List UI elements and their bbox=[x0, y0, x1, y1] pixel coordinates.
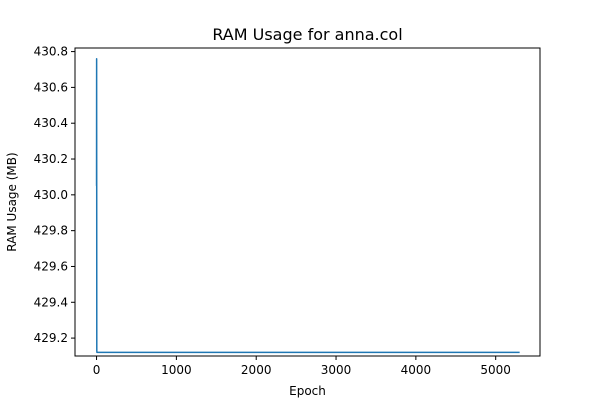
x-tick-label: 1000 bbox=[161, 363, 192, 377]
y-tick-label: 430.8 bbox=[34, 45, 68, 59]
plot-area bbox=[74, 47, 541, 357]
x-tick-label: 3000 bbox=[321, 363, 352, 377]
x-axis-ticks: 0 1000 2000 3000 4000 5000 bbox=[93, 356, 511, 377]
y-tick-label: 429.6 bbox=[34, 259, 68, 273]
y-tick-label: 430.6 bbox=[34, 80, 68, 94]
chart-title: RAM Usage for anna.col bbox=[212, 25, 402, 44]
x-tick-label: 4000 bbox=[401, 363, 432, 377]
series-line-0 bbox=[95, 57, 520, 354]
plot-frame bbox=[74, 47, 541, 357]
x-axis-label: Epoch bbox=[289, 384, 326, 398]
x-tick-label: 0 bbox=[93, 363, 101, 377]
y-tick-label: 430.4 bbox=[34, 116, 68, 130]
y-tick-label: 429.2 bbox=[34, 331, 68, 345]
y-tick-label: 429.8 bbox=[34, 224, 68, 238]
y-tick-label: 429.4 bbox=[34, 295, 68, 309]
x-tick-label: 5000 bbox=[480, 363, 511, 377]
y-tick-label: 430.0 bbox=[34, 188, 68, 202]
y-axis-ticks: 429.2 429.4 429.6 429.8 430.0 430.2 430.4 430.6… bbox=[34, 45, 75, 345]
y-tick-label: 430.2 bbox=[34, 152, 68, 166]
y-axis-label: RAM Usage (MB) bbox=[5, 152, 19, 251]
x-tick-label: 2000 bbox=[241, 363, 272, 377]
